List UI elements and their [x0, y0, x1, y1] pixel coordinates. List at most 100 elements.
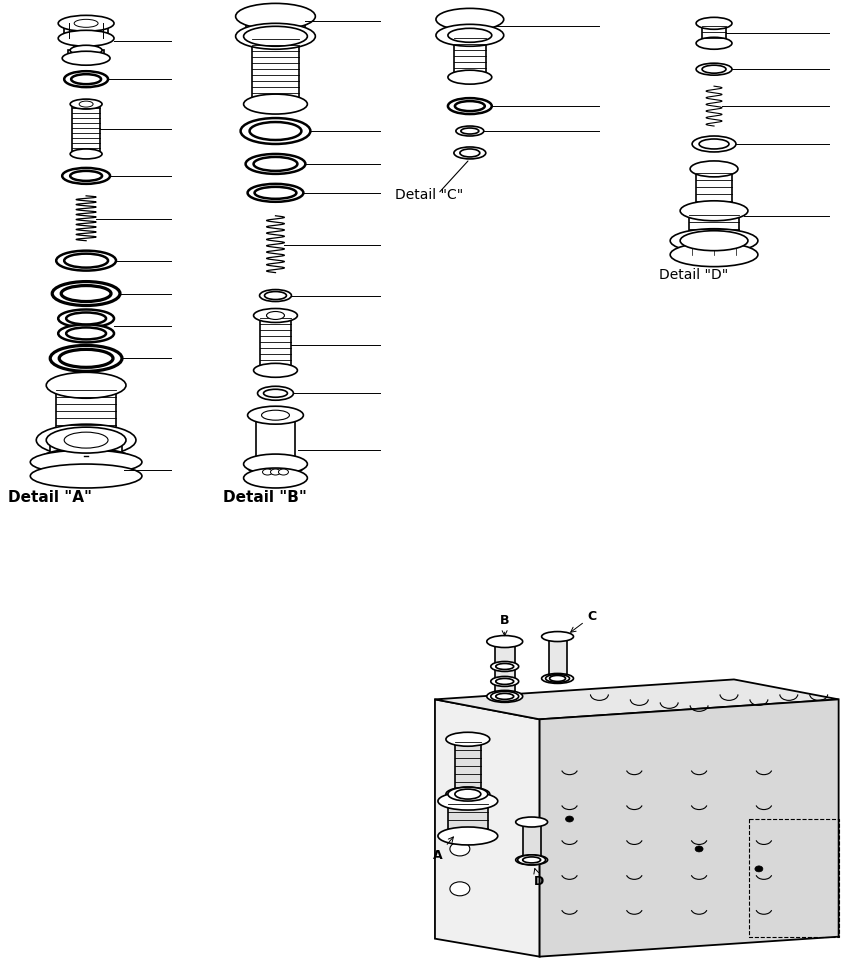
Ellipse shape — [62, 51, 110, 65]
Ellipse shape — [669, 229, 757, 252]
Ellipse shape — [253, 157, 297, 170]
Ellipse shape — [247, 184, 303, 202]
Polygon shape — [539, 699, 837, 956]
Ellipse shape — [263, 389, 287, 398]
Ellipse shape — [453, 147, 485, 159]
Ellipse shape — [549, 675, 565, 682]
Ellipse shape — [46, 373, 126, 399]
Ellipse shape — [486, 636, 522, 647]
Ellipse shape — [270, 469, 280, 475]
Bar — [68, 50, 104, 58]
Bar — [446, 19, 493, 36]
Ellipse shape — [257, 386, 293, 401]
Ellipse shape — [235, 4, 315, 29]
Ellipse shape — [517, 855, 545, 865]
Ellipse shape — [254, 187, 296, 198]
Ellipse shape — [565, 816, 573, 822]
Ellipse shape — [66, 327, 106, 339]
Ellipse shape — [436, 9, 503, 30]
Bar — [255, 415, 295, 467]
Ellipse shape — [690, 203, 737, 219]
Ellipse shape — [679, 231, 747, 250]
Polygon shape — [435, 680, 837, 719]
Ellipse shape — [436, 24, 503, 46]
Ellipse shape — [52, 281, 120, 305]
Ellipse shape — [59, 350, 113, 367]
Ellipse shape — [459, 149, 479, 157]
Ellipse shape — [515, 855, 547, 865]
Ellipse shape — [495, 693, 513, 699]
Bar — [522, 822, 540, 860]
Ellipse shape — [253, 308, 297, 323]
Ellipse shape — [446, 732, 490, 746]
Ellipse shape — [235, 23, 315, 49]
Ellipse shape — [545, 674, 569, 683]
Ellipse shape — [669, 243, 757, 267]
Ellipse shape — [30, 464, 142, 488]
Text: D: D — [533, 869, 544, 888]
Bar — [64, 23, 108, 39]
Bar — [447, 801, 487, 836]
Ellipse shape — [522, 857, 540, 863]
Ellipse shape — [449, 882, 469, 896]
Ellipse shape — [246, 154, 305, 174]
Ellipse shape — [62, 168, 110, 184]
Ellipse shape — [57, 250, 116, 271]
Bar — [695, 169, 731, 211]
Ellipse shape — [71, 74, 101, 84]
Ellipse shape — [515, 817, 547, 827]
Ellipse shape — [490, 662, 518, 671]
Text: B: B — [499, 613, 509, 636]
Bar — [252, 37, 299, 104]
Bar — [72, 104, 100, 154]
Ellipse shape — [243, 468, 307, 488]
Ellipse shape — [46, 428, 126, 453]
Bar — [259, 316, 291, 371]
Ellipse shape — [279, 469, 288, 475]
Bar — [495, 641, 514, 696]
Ellipse shape — [259, 290, 291, 301]
Text: C: C — [570, 610, 596, 633]
Ellipse shape — [698, 139, 728, 149]
Ellipse shape — [490, 691, 518, 701]
Ellipse shape — [691, 136, 735, 152]
Ellipse shape — [695, 17, 731, 29]
Ellipse shape — [64, 432, 108, 448]
Bar — [74, 39, 98, 50]
Ellipse shape — [495, 678, 513, 685]
Ellipse shape — [243, 455, 307, 474]
Ellipse shape — [58, 30, 114, 46]
Text: A: A — [432, 837, 453, 862]
Ellipse shape — [495, 664, 513, 669]
Ellipse shape — [447, 28, 491, 42]
Ellipse shape — [74, 19, 98, 27]
Ellipse shape — [58, 325, 114, 343]
Bar — [689, 211, 738, 241]
Ellipse shape — [247, 406, 303, 424]
Ellipse shape — [454, 101, 484, 111]
Ellipse shape — [449, 793, 469, 806]
Ellipse shape — [50, 346, 122, 372]
Polygon shape — [435, 699, 539, 956]
Ellipse shape — [701, 65, 725, 73]
Bar — [453, 36, 485, 77]
Ellipse shape — [679, 201, 747, 221]
Ellipse shape — [70, 99, 102, 109]
Ellipse shape — [541, 673, 573, 684]
Ellipse shape — [541, 632, 573, 641]
Text: Detail "A": Detail "A" — [8, 490, 92, 505]
Ellipse shape — [456, 126, 484, 136]
Ellipse shape — [58, 309, 114, 327]
Ellipse shape — [64, 253, 108, 268]
Ellipse shape — [79, 101, 93, 107]
Ellipse shape — [262, 410, 289, 420]
Ellipse shape — [447, 70, 491, 84]
Ellipse shape — [264, 292, 286, 299]
Ellipse shape — [243, 94, 307, 114]
Text: Detail "C": Detail "C" — [395, 188, 463, 202]
Bar — [701, 23, 725, 43]
Bar — [454, 740, 480, 794]
Ellipse shape — [437, 827, 497, 845]
Ellipse shape — [266, 311, 284, 320]
Ellipse shape — [64, 71, 108, 87]
